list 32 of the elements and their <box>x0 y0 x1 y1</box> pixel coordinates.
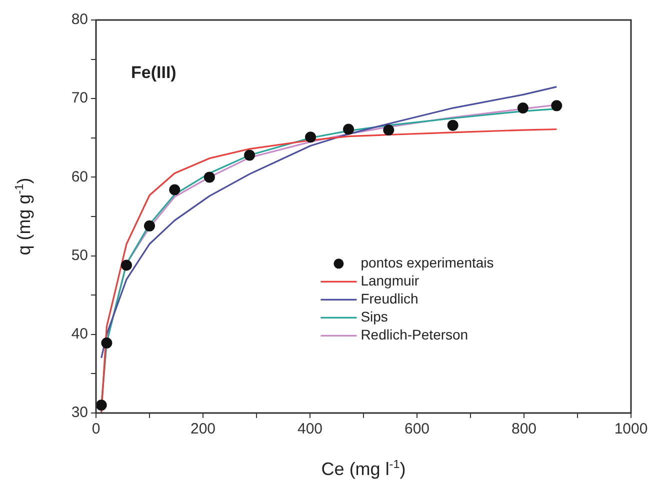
y-tick-label: 50 <box>71 246 88 264</box>
point <box>551 100 562 112</box>
y-tick-label: 30 <box>71 404 88 422</box>
y-tick-label: 80 <box>71 11 88 28</box>
x-tick-label: 0 <box>92 420 100 438</box>
point <box>305 132 316 143</box>
point <box>383 124 394 136</box>
y-axis-title: q (mg g-1) <box>12 178 34 256</box>
y-tick-label: 60 <box>71 168 88 186</box>
point <box>244 150 256 161</box>
point <box>517 102 528 114</box>
x-tick-label: 600 <box>404 420 430 438</box>
legend-label: Langmuir <box>360 272 420 289</box>
point <box>144 220 155 232</box>
point <box>447 120 458 131</box>
point <box>343 124 354 135</box>
y-tick-label: 70 <box>71 90 88 107</box>
point <box>96 400 107 411</box>
x-tick-label: 800 <box>511 420 537 438</box>
y-tick-label: 40 <box>71 326 88 343</box>
x-tick-label: 400 <box>297 420 323 438</box>
point <box>120 260 132 271</box>
legend-label: Redlich-Peterson <box>360 326 468 343</box>
x-tick-label: 1000 <box>614 420 648 438</box>
legend-label: Freudlich <box>360 290 418 307</box>
point <box>169 184 180 196</box>
x-tick-label: 200 <box>190 420 216 438</box>
legend-label: Sips <box>360 308 388 325</box>
text: Fe(III) <box>131 63 176 82</box>
legend-label: pontos experimentais <box>360 254 494 271</box>
point <box>101 338 112 349</box>
point <box>204 172 215 183</box>
